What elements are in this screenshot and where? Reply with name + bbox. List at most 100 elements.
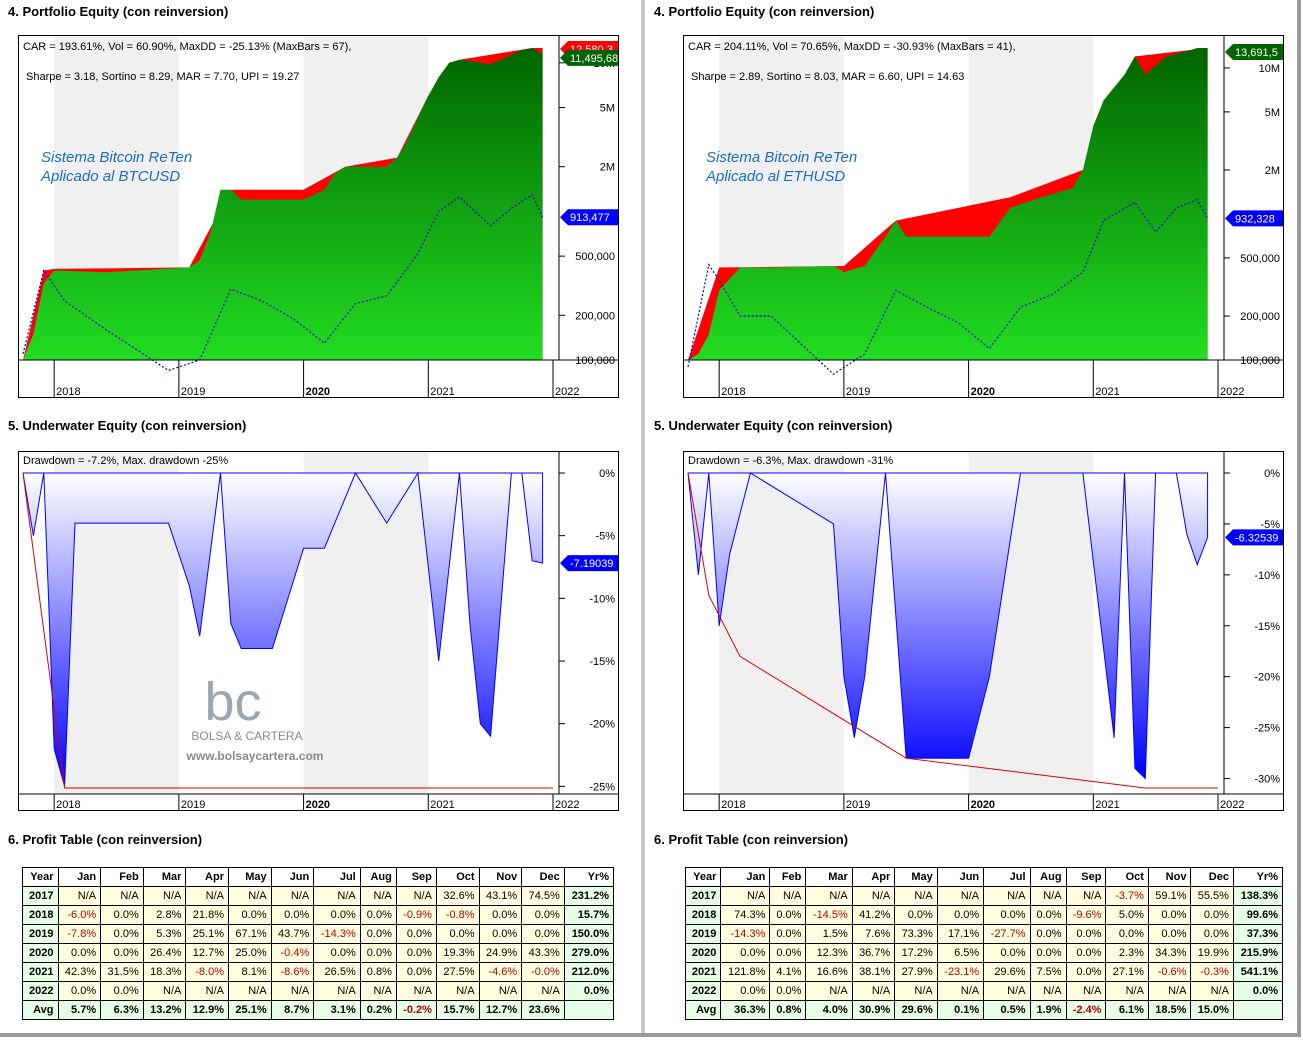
last-drawdown-label: -7.19039	[570, 558, 613, 570]
table-row: 2019 -14.3% 0.0% 1.5% 7.6% 73.3% 17.1% -27.7% 0.…	[684, 924, 1284, 944]
y-tick-label: 2M	[1265, 165, 1280, 177]
table-row: 2019 -7.8% 0.0% 5.3% 25.1% 67.1% 43.7% -14.3% 0.…	[22, 924, 615, 944]
equity-chart-frame[interactable]: 10M5M2M500,000200,000100,000201820192020…	[18, 35, 619, 398]
stats-line-2: Sharpe = 3.18, Sortino = 8.29, MAR = 7.7…	[26, 71, 299, 83]
table-cell: 8.7%	[270, 1000, 315, 1020]
x-tick-label-2021: 2021	[1095, 386, 1119, 397]
table-cell: N/A	[894, 886, 938, 906]
table-cell: -3.7%	[1105, 886, 1149, 906]
table-cell: N/A	[1065, 886, 1107, 906]
table-cell: 25.1%	[228, 1000, 272, 1020]
brand-logo-url: www.bolsaycartera.com	[186, 749, 324, 763]
equity-chart[interactable]: 10M5M2M500,000200,000100,000201820192020…	[19, 36, 618, 397]
drawdown-area	[687, 472, 1209, 780]
table-cell: 74.3%	[720, 905, 771, 925]
table-cell: -14.3%	[720, 924, 771, 944]
underwater-chart-frame[interactable]: 0% -5% -10% -15% -20% -25% 2018 2019 2020 2021 202…	[18, 451, 619, 811]
underwater-chart[interactable]: 0% -5% -10% -15% -20% -25% -30% 2018 2019 2020 202…	[684, 452, 1283, 810]
table-cell: N/A	[521, 981, 565, 1001]
table-cell: N/A	[936, 981, 985, 1001]
y-tick-label: 0%	[1264, 468, 1280, 480]
y-tick-label: 200,000	[1240, 311, 1280, 323]
y-tick-label: 2M	[600, 162, 615, 174]
table-cell: 42.3%	[57, 962, 102, 982]
table-cell: 3.1%	[313, 1000, 361, 1020]
y-tick-label: -20%	[589, 719, 615, 731]
table-cell: N/A	[894, 981, 938, 1001]
table-cell: 0.0%	[395, 962, 437, 982]
table-cell: 2.3%	[1105, 943, 1149, 963]
column-header: Oct	[1105, 867, 1149, 887]
table-cell: 67.1%	[228, 924, 272, 944]
table-cell: 0.0%	[1190, 905, 1234, 925]
x-tick-label-2020: 2020	[971, 799, 995, 810]
table-cell: 0.0%	[521, 924, 565, 944]
y-tick-label: 100,000	[575, 355, 615, 367]
column-header: Apr	[851, 867, 896, 887]
table-cell: 0.0%	[57, 943, 102, 963]
x-tick-label-2018: 2018	[56, 799, 80, 810]
underwater-chart[interactable]: 0% -5% -10% -15% -20% -25% 2018 2019 2020 2021 202…	[19, 452, 618, 810]
last-price-label-box	[560, 209, 618, 226]
stats-line-1: CAR = 193.61%, Vol = 60.90%, MaxDD = -25…	[23, 41, 351, 53]
table-cell: 74.5%	[521, 886, 565, 906]
table-cell: 1.9%	[1029, 1000, 1067, 1020]
table-cell: 4.0%	[805, 1000, 853, 1020]
table-cell: 0.0%	[1190, 924, 1234, 944]
table-cell: 0.1%	[936, 1000, 985, 1020]
table-cell: 0.0%	[769, 924, 807, 944]
column-header: Jun	[270, 867, 315, 887]
column-header: Dec	[521, 867, 565, 887]
table-cell: 0.0%	[1105, 924, 1149, 944]
x-tick-label-2022: 2022	[1220, 386, 1244, 397]
table-cell: 5.7%	[57, 1000, 102, 1020]
column-header: Year	[22, 867, 59, 887]
table-cell: 0.0%	[521, 905, 565, 925]
x-tick-label-2022: 2022	[1220, 799, 1244, 810]
system-name: Sistema Bitcoin ReTen	[706, 149, 857, 166]
table-cell: 0.0%	[478, 924, 523, 944]
column-header: Nov	[1147, 867, 1192, 887]
profit-section-title: 6. Profit Table (con reinversion)	[654, 832, 849, 847]
table-cell: 138.3%	[1232, 886, 1284, 906]
table-cell: 0.0%	[435, 924, 480, 944]
underwater-chart-frame[interactable]: 0% -5% -10% -15% -20% -25% -30% 2018 2019 2020 202…	[683, 451, 1284, 811]
table-cell: 2022	[22, 981, 59, 1001]
table-cell: 25.1%	[185, 924, 229, 944]
table-cell: 59.1%	[1147, 886, 1192, 906]
table-cell: 2021	[22, 962, 59, 982]
table-cell: 0.0%	[720, 943, 771, 963]
table-cell: 5.3%	[142, 924, 187, 944]
table-cell: N/A	[1105, 981, 1149, 1001]
x-tick-label-2021: 2021	[1095, 799, 1119, 810]
table-cell: 2017	[684, 886, 722, 906]
x-tick-label-2018: 2018	[721, 386, 745, 397]
underwater-section-title: 5. Underwater Equity (con reinversion)	[654, 418, 893, 433]
column-header: Aug	[359, 867, 397, 887]
x-tick-label-2021: 2021	[430, 386, 454, 397]
profit-section-title: 6. Profit Table (con reinversion)	[8, 832, 203, 847]
table-cell: 0.0%	[1147, 924, 1192, 944]
table-cell: 7.5%	[1029, 962, 1067, 982]
brand-logo-icon: bc	[204, 672, 261, 732]
column-header: Nov	[478, 867, 523, 887]
table-cell: 0.0%	[1029, 905, 1067, 925]
table-cell: 279.0%	[563, 943, 615, 963]
frame-shadow-right	[1297, 0, 1301, 1037]
table-cell: 73.3%	[894, 924, 938, 944]
table-cell: 5.0%	[1105, 905, 1149, 925]
table-cell: 15.7%	[435, 1000, 480, 1020]
column-header: Yr%	[1232, 867, 1284, 887]
table-row: 2017 N/A N/A N/A N/A N/A N/A N/A N/A N/A 32.6% 43.1…	[22, 886, 615, 906]
table-cell: 43.7%	[270, 924, 315, 944]
last-equity-label-box	[1225, 44, 1283, 60]
table-cell: 29.6%	[983, 962, 1031, 982]
x-tick-label-2022: 2022	[555, 799, 579, 810]
x-tick-label-2020: 2020	[306, 386, 330, 397]
table-cell: 0.0%	[720, 981, 771, 1001]
table-cell: 0.0%	[769, 905, 807, 925]
last-drawdown-label-box	[560, 555, 618, 572]
table-cell: N/A	[936, 886, 985, 906]
